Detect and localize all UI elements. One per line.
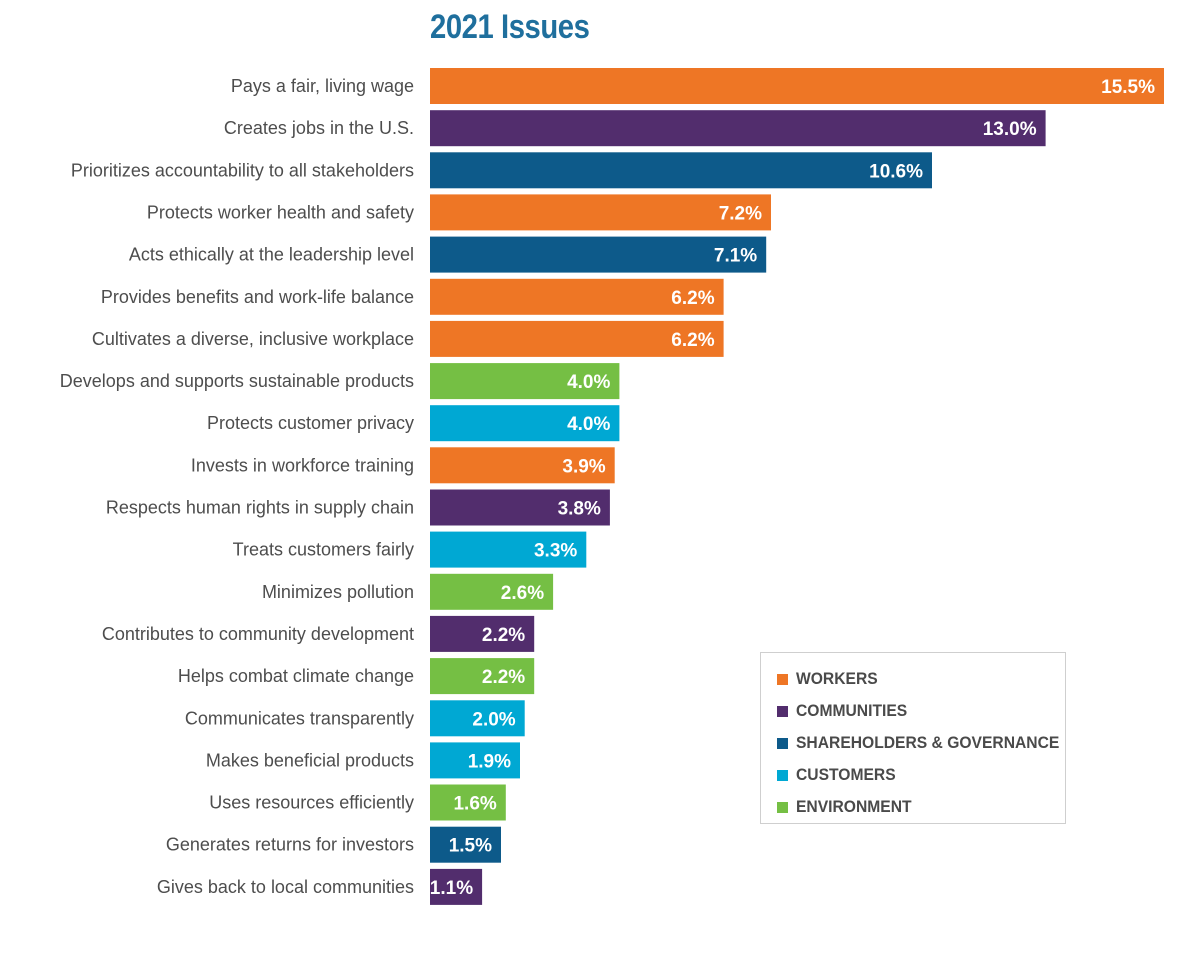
bar-9 [430,405,620,442]
legend-label-workers: WORKERS [796,669,878,688]
data-label-18: 1.6% [453,794,496,815]
bar-7 [430,320,724,357]
legend-swatch-communities [777,705,788,717]
legend-swatch-workers [777,673,788,685]
data-label-13: 2.6% [501,583,544,604]
category-label-19: Generates returns for investors [166,835,414,855]
bar-2 [430,110,1046,147]
data-label-19: 1.5% [449,836,492,857]
bar-11 [430,489,610,526]
bar-6 [430,278,724,315]
bar-14 [430,615,535,652]
bar-20 [430,868,483,905]
bar-4 [430,194,771,231]
category-label-8: Develops and supports sustainable produc… [60,371,414,391]
category-label-11: Respects human rights in supply chain [106,498,414,518]
category-label-6: Provides benefits and work-life balance [101,287,414,307]
data-label-6: 6.2% [671,288,714,309]
category-label-20: Gives back to local communities [157,877,414,897]
data-label-16: 2.0% [472,709,515,730]
category-label-10: Invests in workforce training [191,455,414,475]
legend-swatch-customers [777,769,788,781]
bar-15 [430,658,535,695]
data-label-8: 4.0% [567,372,610,393]
data-label-17: 1.9% [468,751,511,772]
data-label-14: 2.2% [482,625,525,646]
bar-13 [430,573,554,610]
data-label-10: 3.9% [562,456,605,477]
category-label-13: Minimizes pollution [262,582,414,602]
data-label-4: 7.2% [719,203,762,224]
category-label-7: Cultivates a diverse, inclusive workplac… [92,329,414,349]
category-label-18: Uses resources efficiently [209,793,414,813]
bar-1 [430,68,1164,104]
data-label-5: 7.1% [714,246,757,267]
bar-8 [430,363,620,400]
legend-item-communities: COMMUNITIES [761,695,1065,727]
bar-12 [430,531,587,568]
bar-19 [430,826,501,863]
category-label-5: Acts ethically at the leadership level [129,245,414,265]
legend-label-customers: CUSTOMERS [796,765,896,784]
bar-17 [430,742,520,779]
category-label-14: Contributes to community development [102,624,414,644]
bar-18 [430,784,506,821]
data-label-2: 13.0% [983,119,1037,140]
legend: WORKERS COMMUNITIES SHAREHOLDERS & GOVERNA… [760,652,1066,824]
data-label-15: 2.2% [482,667,525,688]
chart-title: 2021 Issues [430,8,590,46]
legend-item-environment: ENVIRONMENT [761,791,1065,823]
legend-item-shareholders: SHAREHOLDERS & GOVERNANCE [761,727,1065,759]
category-label-16: Communicates transparently [185,708,414,728]
bar-10 [430,447,615,484]
legend-swatch-environment [777,801,788,813]
category-label-17: Makes beneficial products [206,750,414,770]
legend-swatch-shareholders [777,737,788,749]
category-label-9: Protects customer privacy [207,413,414,433]
category-label-15: Helps combat climate change [178,666,414,686]
data-label-20: 1.1% [430,878,473,899]
data-label-3: 10.6% [869,161,923,182]
category-label-4: Protects worker health and safety [147,202,414,222]
category-label-12: Treats customers fairly [233,540,414,560]
data-label-7: 6.2% [671,330,714,351]
bar-3 [430,152,932,189]
legend-label-shareholders: SHAREHOLDERS & GOVERNANCE [796,733,1060,752]
category-label-2: Creates jobs in the U.S. [224,118,414,138]
data-label-9: 4.0% [567,414,610,435]
category-label-3: Prioritizes accountability to all stakeh… [71,160,414,180]
category-label-1: Pays a fair, living wage [231,76,414,96]
data-label-12: 3.3% [534,541,577,562]
legend-item-customers: CUSTOMERS [761,759,1065,791]
bar-5 [430,236,767,273]
bar-16 [430,700,525,737]
legend-label-communities: COMMUNITIES [796,701,908,720]
legend-label-environment: ENVIRONMENT [796,797,912,816]
data-label-1: 15.5% [1101,77,1155,98]
data-label-11: 3.8% [558,499,601,520]
legend-item-workers: WORKERS [761,663,1065,695]
